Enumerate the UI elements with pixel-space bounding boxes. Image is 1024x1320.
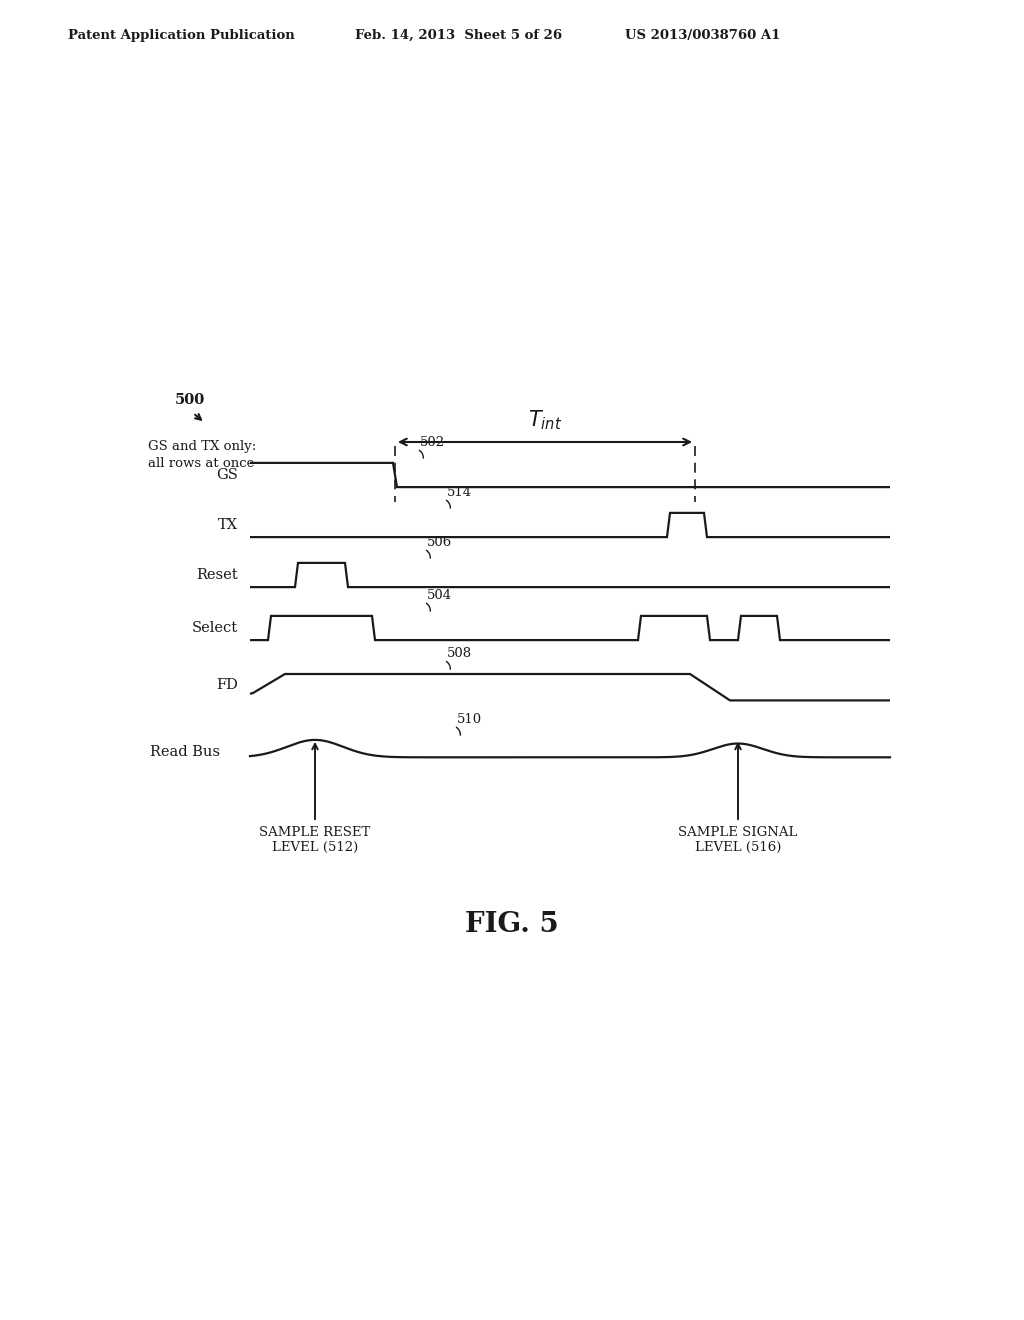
Text: 514: 514 [447,486,472,499]
Text: 502: 502 [420,436,445,449]
Text: GS and TX only:
all rows at once: GS and TX only: all rows at once [148,440,256,470]
Text: 510: 510 [457,713,482,726]
Text: Reset: Reset [197,568,238,582]
Text: Patent Application Publication: Patent Application Publication [68,29,295,41]
Text: 506: 506 [427,536,453,549]
Text: TX: TX [218,517,238,532]
Text: 500: 500 [175,393,205,407]
Text: SAMPLE SIGNAL
LEVEL (516): SAMPLE SIGNAL LEVEL (516) [678,826,798,854]
Text: Feb. 14, 2013  Sheet 5 of 26: Feb. 14, 2013 Sheet 5 of 26 [355,29,562,41]
Text: Read Bus: Read Bus [150,744,220,759]
Text: US 2013/0038760 A1: US 2013/0038760 A1 [625,29,780,41]
Text: GS: GS [216,469,238,482]
Text: $T_{int}$: $T_{int}$ [527,408,562,432]
Text: FD: FD [216,678,238,692]
Text: FIG. 5: FIG. 5 [465,912,559,939]
Text: 504: 504 [427,589,453,602]
Text: SAMPLE RESET
LEVEL (512): SAMPLE RESET LEVEL (512) [259,826,371,854]
Text: Select: Select [191,620,238,635]
Text: 508: 508 [447,647,472,660]
